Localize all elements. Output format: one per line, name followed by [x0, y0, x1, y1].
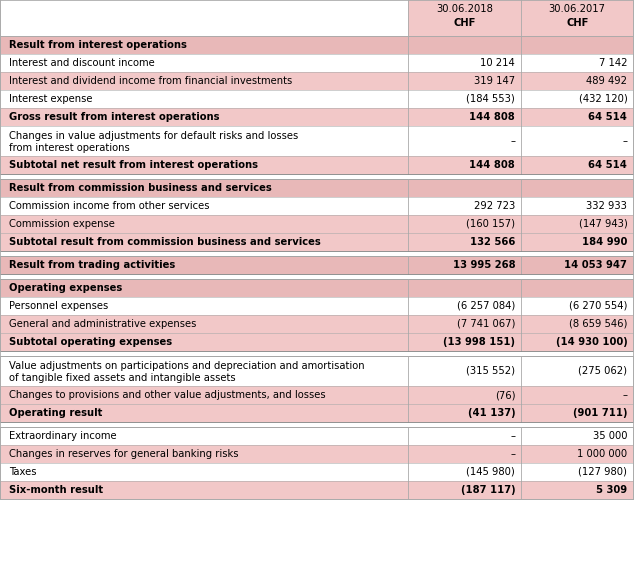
Text: Subtotal operating expenses: Subtotal operating expenses	[10, 337, 172, 347]
Text: (7 741 067): (7 741 067)	[456, 319, 515, 329]
Text: Subtotal net result from interest operations: Subtotal net result from interest operat…	[10, 160, 259, 170]
Bar	[0, 351, 633, 356]
Bar	[0, 197, 633, 215]
Text: Changes in value adjustments for default risks and losses: Changes in value adjustments for default…	[10, 131, 299, 142]
Bar	[0, 315, 633, 333]
Text: Interest expense: Interest expense	[10, 94, 93, 104]
Text: (6 270 554): (6 270 554)	[569, 301, 628, 311]
Bar	[0, 108, 633, 126]
Text: Operating expenses: Operating expenses	[10, 283, 123, 293]
Text: Gross result from interest operations: Gross result from interest operations	[10, 112, 220, 122]
Bar	[0, 251, 633, 256]
Text: (275 062): (275 062)	[578, 366, 628, 376]
Text: Taxes: Taxes	[10, 467, 37, 477]
Bar	[0, 297, 633, 315]
Bar	[0, 36, 633, 54]
Text: Commission income from other services: Commission income from other services	[10, 201, 210, 211]
Text: (432 120): (432 120)	[579, 94, 628, 104]
Text: Commission expense: Commission expense	[10, 219, 115, 229]
Bar	[0, 427, 633, 445]
Text: –: –	[623, 390, 628, 400]
Text: (14 930 100): (14 930 100)	[555, 337, 628, 347]
Text: General and administrative expenses: General and administrative expenses	[10, 319, 197, 329]
Text: 144 808: 144 808	[469, 112, 515, 122]
Bar	[0, 404, 633, 422]
Text: 35 000: 35 000	[593, 431, 628, 441]
Bar	[0, 445, 633, 463]
Text: –: –	[510, 449, 515, 459]
Bar	[0, 256, 633, 274]
Text: 489 492: 489 492	[586, 76, 628, 86]
Bar	[0, 233, 633, 251]
Text: Changes to provisions and other value adjustments, and losses: Changes to provisions and other value ad…	[10, 390, 326, 400]
Text: 144 808: 144 808	[469, 160, 515, 170]
Bar	[0, 179, 633, 197]
Bar	[0, 274, 633, 279]
Text: Changes in reserves for general banking risks: Changes in reserves for general banking …	[10, 449, 239, 459]
Text: 184 990: 184 990	[582, 237, 628, 247]
Bar	[0, 463, 633, 481]
Text: 132 566: 132 566	[470, 237, 515, 247]
Text: –: –	[510, 136, 515, 146]
Text: 292 723: 292 723	[474, 201, 515, 211]
Text: Interest and dividend income from financial investments: Interest and dividend income from financ…	[10, 76, 293, 86]
Bar	[0, 279, 633, 297]
Text: Result from commission business and services: Result from commission business and serv…	[10, 183, 272, 193]
Text: Operating result: Operating result	[10, 408, 103, 418]
Text: Six-month result: Six-month result	[10, 485, 103, 495]
Text: (41 137): (41 137)	[467, 408, 515, 418]
Bar	[0, 215, 633, 233]
Text: 10 214: 10 214	[481, 58, 515, 68]
Bar	[0, 126, 633, 156]
Text: Extraordinary income: Extraordinary income	[10, 431, 117, 441]
Text: CHF: CHF	[453, 18, 476, 28]
Bar	[0, 156, 633, 174]
Text: (160 157): (160 157)	[466, 219, 515, 229]
Text: Interest and discount income: Interest and discount income	[10, 58, 155, 68]
Text: 5 309: 5 309	[596, 485, 628, 495]
Text: 13 995 268: 13 995 268	[453, 260, 515, 270]
Text: Result from interest operations: Result from interest operations	[10, 40, 187, 50]
Text: –: –	[623, 136, 628, 146]
Text: (184 553): (184 553)	[467, 94, 515, 104]
Text: Personnel expenses: Personnel expenses	[10, 301, 108, 311]
Text: (6 257 084): (6 257 084)	[457, 301, 515, 311]
Bar	[0, 356, 633, 386]
Text: (315 552): (315 552)	[466, 366, 515, 376]
Bar	[0, 481, 633, 499]
Text: CHF: CHF	[566, 18, 588, 28]
Text: Value adjustments on participations and depreciation and amortisation: Value adjustments on participations and …	[10, 361, 365, 372]
Text: (145 980): (145 980)	[467, 467, 515, 477]
Bar	[0, 54, 633, 72]
Text: of tangible fixed assets and intangible assets: of tangible fixed assets and intangible …	[10, 373, 236, 383]
Text: 14 053 947: 14 053 947	[564, 260, 628, 270]
Text: –: –	[510, 431, 515, 441]
Bar	[0, 422, 633, 427]
Text: (127 980): (127 980)	[578, 467, 628, 477]
Text: 319 147: 319 147	[474, 76, 515, 86]
Text: 30.06.2017: 30.06.2017	[549, 4, 605, 14]
Text: (13 998 151): (13 998 151)	[443, 337, 515, 347]
Text: (76): (76)	[495, 390, 515, 400]
Bar	[0, 174, 633, 179]
Text: (147 943): (147 943)	[579, 219, 628, 229]
Text: 64 514: 64 514	[588, 112, 628, 122]
Bar	[0, 90, 633, 108]
Bar	[0, 72, 633, 90]
Text: from interest operations: from interest operations	[10, 143, 130, 153]
Text: (187 117): (187 117)	[460, 485, 515, 495]
Text: 64 514: 64 514	[588, 160, 628, 170]
Bar	[0, 333, 633, 351]
Text: (8 659 546): (8 659 546)	[569, 319, 628, 329]
Text: (901 711): (901 711)	[573, 408, 628, 418]
Text: Subtotal result from commission business and services: Subtotal result from commission business…	[10, 237, 321, 247]
Bar	[0, 0, 633, 36]
Text: 1 000 000: 1 000 000	[577, 449, 628, 459]
Bar	[408, 0, 633, 36]
Text: 332 933: 332 933	[586, 201, 628, 211]
Text: 7 142: 7 142	[599, 58, 628, 68]
Text: Result from trading activities: Result from trading activities	[10, 260, 176, 270]
Bar	[0, 386, 633, 404]
Text: 30.06.2018: 30.06.2018	[436, 4, 493, 14]
